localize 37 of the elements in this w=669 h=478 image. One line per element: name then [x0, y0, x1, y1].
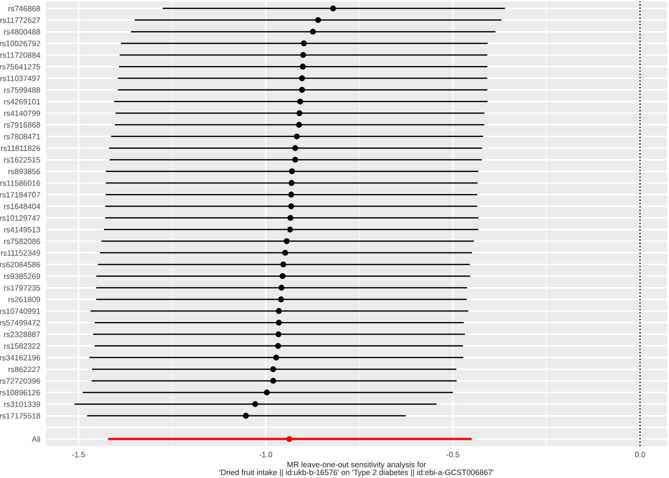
point — [296, 122, 302, 128]
point — [299, 75, 305, 82]
point — [282, 250, 288, 256]
point — [292, 156, 298, 163]
point — [288, 168, 295, 174]
point — [286, 436, 292, 442]
point — [270, 378, 276, 384]
point — [315, 17, 322, 23]
point — [278, 296, 284, 302]
point — [287, 214, 294, 221]
point — [252, 401, 258, 408]
point — [288, 192, 294, 198]
point — [276, 308, 282, 314]
point — [299, 86, 305, 93]
point — [273, 354, 280, 360]
point — [330, 5, 336, 12]
point — [297, 98, 304, 104]
point — [288, 203, 294, 210]
point — [284, 238, 290, 244]
point — [296, 110, 302, 116]
point — [276, 320, 282, 326]
point — [242, 412, 249, 419]
point — [288, 180, 294, 186]
point — [310, 28, 316, 35]
point — [294, 133, 300, 140]
point — [278, 284, 284, 291]
point — [270, 366, 276, 372]
point — [300, 64, 306, 70]
point — [276, 331, 282, 338]
point — [287, 226, 293, 232]
point — [280, 262, 286, 268]
point — [300, 52, 306, 58]
point — [280, 273, 286, 280]
point — [275, 342, 282, 349]
point — [292, 145, 298, 152]
point — [300, 40, 307, 46]
point — [264, 390, 270, 396]
